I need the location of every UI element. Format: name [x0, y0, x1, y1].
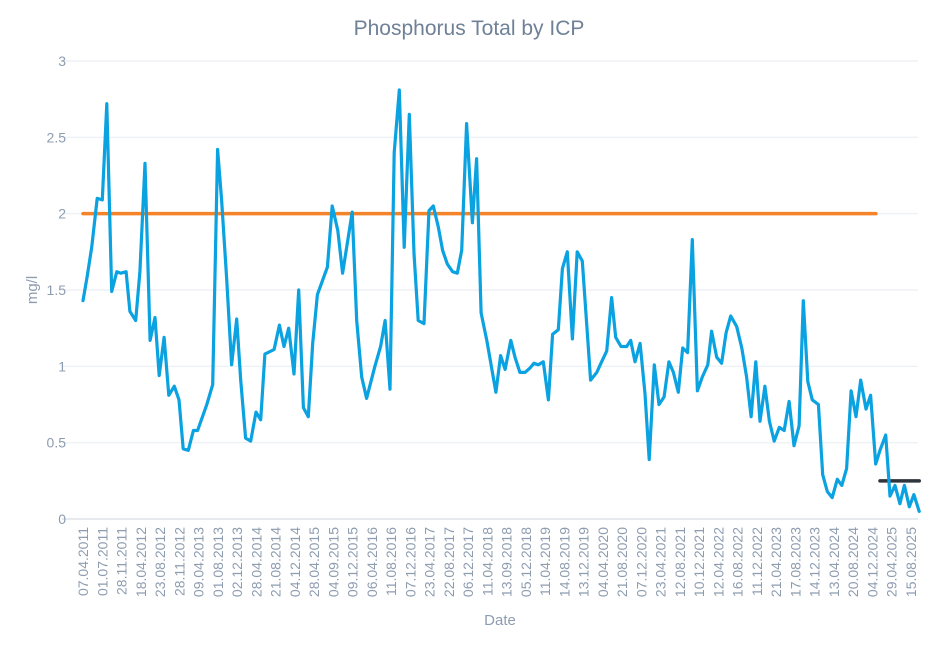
x-tick-label: 20.08.2024 [845, 527, 861, 597]
x-tick-label: 12.08.2021 [672, 527, 688, 597]
y-tick-label: 1 [58, 358, 66, 374]
x-tick-label: 18.04.2012 [133, 527, 149, 597]
x-tick-label: 11.04.2018 [479, 527, 495, 596]
x-tick-label: 07.12.2020 [633, 527, 649, 597]
x-tick-label: 02.12.2013 [229, 527, 245, 597]
x-tick-label: 23.04.2017 [422, 527, 438, 597]
x-tick-label: 23.04.2021 [653, 527, 669, 597]
y-tick-label: 2.5 [47, 129, 67, 145]
x-tick-label: 06.04.2016 [364, 527, 380, 597]
x-tick-label: 21.08.2020 [614, 527, 630, 597]
x-tick-label: 29.04.2025 [884, 527, 900, 597]
x-tick-label: 07.12.2016 [402, 527, 418, 597]
x-tick-label: 01.07.2011 [94, 527, 110, 596]
gridlines [62, 61, 918, 519]
x-tick-label: 05.12.2018 [518, 527, 534, 597]
x-tick-label: 04.12.2014 [287, 527, 303, 597]
x-tick-label: 11.04.2019 [537, 527, 553, 596]
x-tick-label: 13.04.2024 [826, 527, 842, 597]
y-tick-label: 0 [58, 511, 66, 527]
y-tick-label: 2 [58, 206, 66, 222]
x-tick-label: 04.09.2015 [325, 527, 341, 597]
x-tick-label: 11.12.2022 [749, 527, 765, 596]
y-axis-title: mg/l [24, 276, 41, 304]
x-tick-label: 21.04.2023 [768, 527, 784, 597]
x-tick-label: 28.04.2015 [306, 527, 322, 597]
y-tick-label: 1.5 [47, 282, 67, 298]
x-tick-label: 14.08.2019 [556, 527, 572, 597]
x-tick-label: 13.09.2018 [499, 527, 515, 597]
x-tick-label: 01.08.2013 [210, 527, 226, 597]
x-tick-label: 07.04.2011 [75, 527, 91, 596]
y-axis-ticks: 0 0.5 1 1.5 2 2.5 3 [47, 53, 67, 527]
x-tick-label: 17.08.2023 [787, 527, 803, 597]
y-tick-label: 3 [58, 53, 66, 69]
x-tick-label: 14.12.2023 [807, 527, 823, 597]
x-tick-label: 04.04.2020 [595, 527, 611, 597]
x-tick-label: 12.04.2022 [710, 527, 726, 597]
x-tick-label: 09.04.2013 [191, 527, 207, 597]
x-tick-label: 10.12.2021 [691, 527, 707, 597]
x-tick-label: 21.08.2014 [268, 527, 284, 597]
x-tick-label: 11.08.2016 [383, 527, 399, 596]
chart-title: Phosphorus Total by ICP [354, 17, 585, 40]
x-tick-label: 28.11.2012 [171, 527, 187, 596]
x-tick-label: 22.08.2017 [441, 527, 457, 597]
y-tick-label: 0.5 [47, 435, 67, 451]
x-tick-label: 23.08.2012 [152, 527, 168, 597]
x-tick-label: 06.12.2017 [460, 527, 476, 597]
x-tick-label: 28.04.2014 [248, 527, 264, 597]
x-tick-label: 04.12.2024 [864, 527, 880, 597]
x-axis-title: Date [484, 612, 516, 629]
series-group [83, 90, 919, 512]
x-tick-label: 13.12.2019 [576, 527, 592, 597]
x-tick-label: 09.12.2015 [345, 527, 361, 597]
x-tick-label: 15.08.2025 [903, 527, 919, 597]
series-line [83, 90, 919, 511]
x-tick-label: 28.11.2011 [114, 527, 130, 595]
x-tick-label: 16.08.2022 [730, 527, 746, 597]
